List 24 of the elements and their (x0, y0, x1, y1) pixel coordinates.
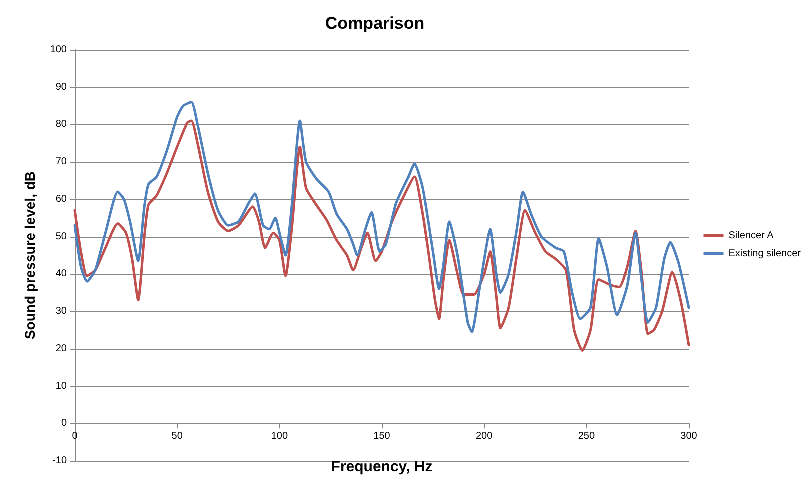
y-tick-label: 30 (56, 306, 68, 318)
y-tick-label: 10 (56, 380, 68, 392)
y-tick-label: 100 (50, 44, 68, 56)
y-tick-label: 20 (56, 343, 68, 354)
x-tick-label: 250 (578, 431, 596, 442)
y-tick-label: 50 (56, 231, 68, 242)
x-axis-title: Frequency, Hz (331, 458, 433, 476)
x-tick-label: 0 (72, 431, 78, 442)
y-tick-label: 0 (61, 418, 68, 430)
x-tick-label: 300 (680, 431, 698, 442)
y-tick-label: 80 (56, 119, 68, 130)
chart-title: Comparison (325, 14, 425, 33)
y-tick-label: 70 (56, 156, 68, 168)
y-tick-label: -10 (52, 456, 68, 466)
x-tick-label: 200 (476, 431, 494, 442)
legend-label: Existing silencer (728, 248, 802, 260)
y-tick-label: 90 (56, 82, 68, 93)
y-tick-label: 60 (56, 194, 68, 205)
y-axis-title: Sound pressure level, dB (22, 171, 38, 340)
x-tick-label: 50 (172, 431, 184, 442)
y-tick-label: 40 (56, 268, 68, 280)
legend-label: Silencer A (728, 230, 774, 242)
x-tick-label: 150 (374, 431, 391, 442)
x-tick-label: 100 (271, 431, 288, 442)
